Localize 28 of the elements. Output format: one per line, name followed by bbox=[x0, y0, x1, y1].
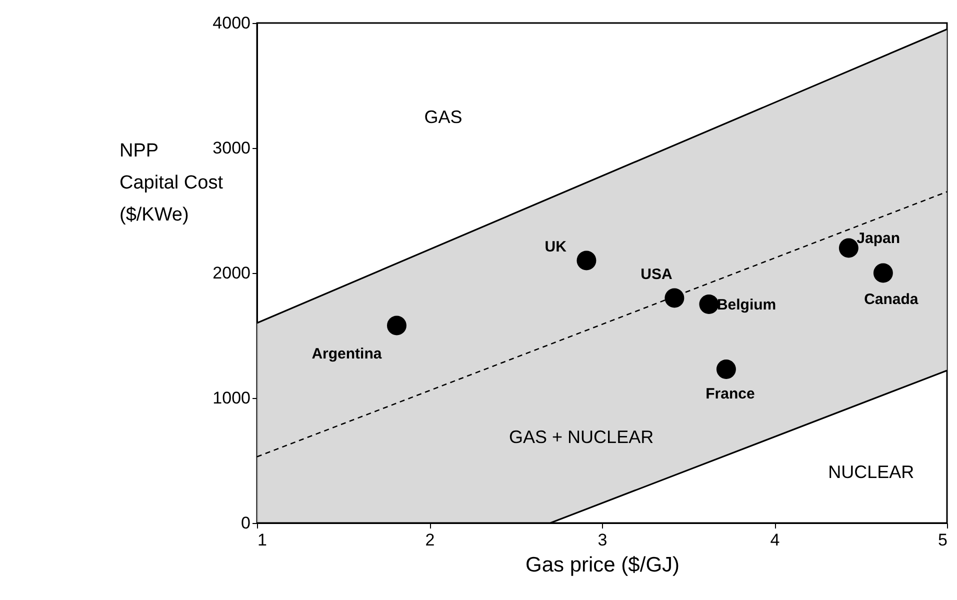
y-tick-label: 4000 bbox=[212, 14, 250, 32]
x-tick-label: 3 bbox=[598, 530, 608, 550]
series-label: Argentina bbox=[312, 346, 382, 362]
point bbox=[838, 238, 858, 258]
y-tick-label: 1000 bbox=[212, 388, 250, 408]
y-tick-label: 0 bbox=[241, 514, 250, 532]
series-label: UK bbox=[544, 238, 567, 256]
y-tick-label: 2000 bbox=[212, 264, 250, 282]
series-label: Japan bbox=[856, 230, 900, 247]
series-label: Belgium bbox=[716, 296, 776, 314]
x-tick-label: 4 bbox=[770, 530, 780, 550]
point bbox=[386, 316, 406, 336]
series-label: USA bbox=[640, 266, 672, 283]
x-axis-title: Gas price ($/GJ) bbox=[525, 554, 680, 576]
series-label: France bbox=[706, 385, 755, 402]
x-tick-label: 1 bbox=[258, 530, 267, 550]
annotation: GAS bbox=[424, 107, 462, 127]
point bbox=[664, 288, 684, 308]
point bbox=[873, 263, 893, 283]
x-tick-label: 2 bbox=[425, 530, 435, 550]
point bbox=[576, 250, 596, 270]
point bbox=[716, 360, 736, 379]
x-tick-label: 5 bbox=[938, 530, 948, 550]
series-label: Canada bbox=[864, 291, 919, 308]
point bbox=[699, 294, 719, 314]
y-tick-label: 3000 bbox=[212, 138, 250, 158]
annotation: GAS + NUCLEAR bbox=[509, 427, 654, 447]
annotation: NUCLEAR bbox=[828, 462, 914, 482]
